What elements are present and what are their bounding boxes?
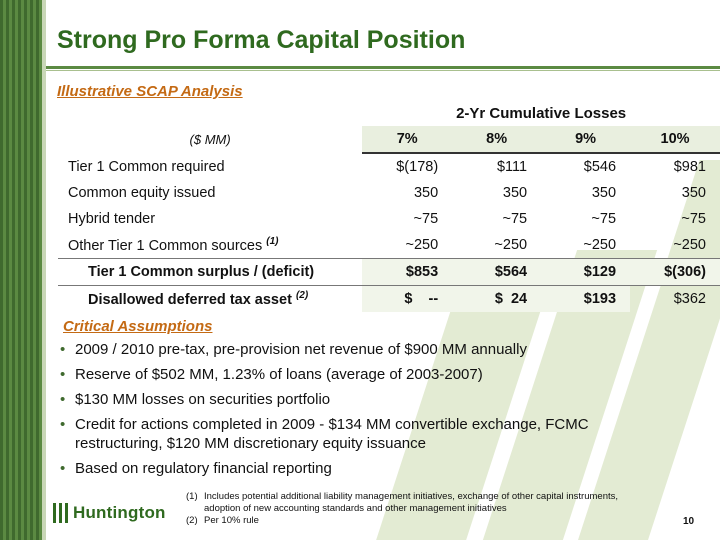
cell: $981 — [630, 153, 720, 180]
cell: $362 — [630, 286, 720, 313]
scap-table: 2-Yr Cumulative Losses ($ MM) 7% 8% 9% 1… — [58, 100, 720, 312]
cell: ~250 — [362, 232, 452, 259]
cell: $ 24 — [452, 286, 541, 313]
list-item: • Based on regulatory financial reporting — [58, 459, 668, 478]
cell: 350 — [630, 180, 720, 206]
cell: ~250 — [452, 232, 541, 259]
list-item: • Credit for actions completed in 2009 - … — [58, 415, 668, 453]
table-row: Tier 1 Common required $(178) $111 $546 … — [58, 153, 720, 180]
col-header: 7% — [362, 126, 452, 153]
units-label: ($ MM) — [58, 126, 362, 153]
critical-assumptions-title: Critical Assumptions — [63, 318, 212, 335]
column-header-row: ($ MM) 7% 8% 9% 10% — [58, 126, 720, 153]
list-item: • $130 MM losses on securities portfolio — [58, 390, 668, 409]
header-rule-thin — [46, 70, 720, 71]
footnote-ref: (1) — [266, 236, 278, 247]
huntington-logo: Huntington — [53, 503, 166, 523]
side-stripe-edge — [42, 0, 46, 540]
row-label: Other Tier 1 Common sources (1) — [58, 232, 362, 259]
cell: $129 — [541, 259, 630, 286]
cell: $111 — [452, 153, 541, 180]
row-label-text: Disallowed deferred tax asset — [88, 292, 292, 308]
cell: $(306) — [630, 259, 720, 286]
cell: 350 — [452, 180, 541, 206]
cell: $(178) — [362, 153, 452, 180]
row-label: Hybrid tender — [58, 206, 362, 232]
assumptions-list: • 2009 / 2010 pre-tax, pre-provision net … — [58, 340, 668, 484]
table-row: Hybrid tender ~75 ~75 ~75 ~75 — [58, 206, 720, 232]
group-header-row: 2-Yr Cumulative Losses — [58, 100, 720, 126]
footnote-ref: (2) — [296, 290, 308, 301]
row-label: Disallowed deferred tax asset (2) — [58, 286, 362, 313]
bullet-icon: • — [60, 390, 65, 409]
section-subtitle: Illustrative SCAP Analysis — [57, 83, 243, 100]
table-row: Disallowed deferred tax asset (2) $ -- $… — [58, 286, 720, 313]
group-header: 2-Yr Cumulative Losses — [362, 100, 720, 126]
page-number: 10 — [683, 516, 694, 527]
cell: $853 — [362, 259, 452, 286]
bullet-icon: • — [60, 415, 65, 434]
cell: ~75 — [452, 206, 541, 232]
bullet-icon: • — [60, 365, 65, 384]
cell: $564 — [452, 259, 541, 286]
table-row: Common equity issued 350 350 350 350 — [58, 180, 720, 206]
cell: ~75 — [362, 206, 452, 232]
cell: ~75 — [541, 206, 630, 232]
bullet-icon: • — [60, 340, 65, 359]
page-title: Strong Pro Forma Capital Position — [57, 26, 465, 55]
cell: $193 — [541, 286, 630, 313]
col-header: 9% — [541, 126, 630, 153]
footnotes: (1) Includes potential additional liabili… — [186, 491, 656, 527]
col-header: 8% — [452, 126, 541, 153]
side-stripe-band — [0, 0, 42, 540]
table-row-total: Tier 1 Common surplus / (deficit) $853 $… — [58, 259, 720, 286]
header-rule — [46, 66, 720, 69]
logo-mark-icon — [53, 503, 69, 523]
row-label: Common equity issued — [58, 180, 362, 206]
list-item: • Reserve of $502 MM, 1.23% of loans (ave… — [58, 365, 668, 384]
cell: $ -- — [362, 286, 452, 313]
cell: ~75 — [630, 206, 720, 232]
logo-text: Huntington — [73, 503, 166, 523]
row-label-text: Other Tier 1 Common sources — [68, 238, 262, 254]
row-label: Tier 1 Common surplus / (deficit) — [58, 259, 362, 286]
bullet-icon: • — [60, 459, 65, 478]
cell: 350 — [541, 180, 630, 206]
cell: ~250 — [541, 232, 630, 259]
list-item: • 2009 / 2010 pre-tax, pre-provision net … — [58, 340, 668, 359]
cell: ~250 — [630, 232, 720, 259]
cell: $546 — [541, 153, 630, 180]
footnote: (1) Includes potential additional liabili… — [186, 491, 656, 515]
row-label: Tier 1 Common required — [58, 153, 362, 180]
col-header: 10% — [630, 126, 720, 153]
cell: 350 — [362, 180, 452, 206]
footnote: (2) Per 10% rule — [186, 515, 656, 527]
table-row: Other Tier 1 Common sources (1) ~250 ~25… — [58, 232, 720, 259]
